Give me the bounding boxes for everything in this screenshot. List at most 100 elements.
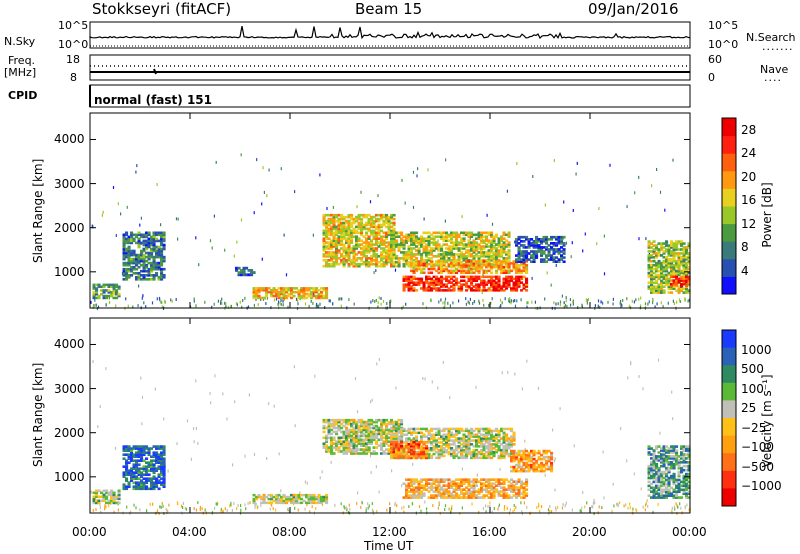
velocity-sparse-cell (330, 460, 332, 464)
power-region-cell (145, 269, 149, 273)
power-region-cell (372, 262, 376, 266)
velocity-region-cell (355, 444, 359, 447)
power-region-cell (125, 253, 129, 257)
power-region-cell (417, 267, 421, 271)
velocity-region-cell (492, 443, 496, 446)
power-region-cell (432, 287, 436, 290)
power-region-cell (132, 272, 136, 275)
power-region-cell (447, 264, 451, 267)
power-region-cell (142, 269, 146, 273)
power-region-cell (450, 253, 454, 256)
velocity-region-cell (355, 450, 359, 453)
power-region-cell (652, 291, 656, 294)
power-region-cell (417, 277, 421, 281)
power-region-cell (302, 296, 306, 300)
power-region-cell (657, 248, 661, 251)
velocity-region-cell (322, 426, 326, 430)
power-region-cell (332, 239, 336, 242)
velocity-region-cell (412, 478, 416, 481)
velocity-region-cell (307, 495, 311, 499)
power-region-cell (680, 248, 684, 251)
power-region-cell (125, 251, 129, 255)
power-region-cell (112, 289, 116, 292)
velocity-noise-cell (344, 506, 346, 510)
power-region-cell (485, 243, 489, 246)
velocity-region-cell (447, 439, 451, 442)
velocity-region-cell (505, 433, 509, 436)
power-region-cell (497, 253, 501, 256)
power-region-cell (500, 262, 504, 265)
velocity-region-cell (147, 487, 151, 491)
velocity-region-cell (450, 431, 454, 435)
velocity-region-cell (362, 432, 366, 436)
velocity-region-cell (155, 485, 159, 488)
velocity-region-cell (385, 428, 389, 432)
power-region-cell (125, 269, 129, 273)
velocity-region-cell (430, 441, 434, 444)
velocity-noise-cell (149, 502, 151, 506)
power-region-cell (302, 287, 306, 290)
velocity-region-cell (477, 431, 481, 435)
velocity-region-cell (152, 485, 156, 488)
power-noise-cell (527, 301, 529, 305)
velocity-noise-cell (677, 505, 679, 509)
power-region-cell (340, 237, 344, 240)
velocity-region-cell (392, 422, 396, 426)
power-region-cell (342, 243, 346, 246)
velocity-region-cell (335, 440, 339, 443)
velocity-region-cell (142, 469, 146, 472)
power-region-cell (132, 265, 136, 269)
power-region-cell (430, 247, 434, 250)
power-noise-cell (143, 301, 145, 305)
velocity-region-cell (360, 420, 364, 424)
power-region-cell (360, 227, 364, 231)
velocity-region-cell (115, 495, 119, 499)
velocity-region-cell (390, 422, 394, 426)
velocity-region-cell (417, 427, 421, 431)
power-region-cell (462, 247, 466, 250)
power-region-cell (465, 283, 469, 286)
power-region-cell (382, 231, 386, 235)
velocity-noise-cell (315, 507, 317, 510)
nsky-line (89, 25, 691, 40)
velocity-noise-cell (247, 501, 249, 505)
power-region-cell (330, 233, 334, 237)
velocity-noise-cell (240, 508, 242, 512)
power-region-cell (472, 249, 476, 252)
velocity-region-cell (110, 491, 114, 495)
velocity-noise-cell (432, 504, 434, 508)
velocity-region-cell (482, 435, 486, 438)
velocity-region-cell (350, 424, 354, 428)
power-region-cell (422, 283, 426, 286)
velocity-region-cell (322, 436, 326, 440)
power-region-cell (535, 252, 539, 255)
power-region-cell (280, 289, 284, 292)
power-region-cell (257, 294, 261, 298)
velocity-region-cell (455, 439, 459, 442)
power-region-cell (157, 253, 161, 257)
power-noise-cell (488, 303, 490, 307)
power-region-cell (327, 227, 331, 231)
velocity-region-cell (392, 456, 396, 460)
power-region-cell (352, 257, 356, 260)
power-region-cell (667, 291, 671, 294)
power-region-cell (442, 237, 446, 240)
power-region-cell (415, 245, 419, 248)
velocity-region-cell (322, 446, 326, 449)
power-region-cell (675, 279, 679, 282)
power-region-cell (502, 249, 506, 252)
power-region-cell (452, 285, 456, 288)
power-region-cell (382, 249, 386, 252)
velocity-region-cell (155, 469, 159, 472)
power-region-cell (360, 239, 364, 242)
power-region-cell (657, 289, 661, 292)
power-region-cell (535, 254, 539, 257)
power-region-cell (490, 257, 494, 260)
velocity-region-cell (352, 450, 356, 453)
velocity-noise-cell (249, 501, 251, 505)
velocity-region-cell (387, 452, 391, 455)
velocity-region-cell (132, 447, 136, 450)
power-region-cell (297, 292, 301, 296)
velocity-noise-cell (444, 504, 447, 508)
velocity-region-cell (497, 454, 501, 458)
